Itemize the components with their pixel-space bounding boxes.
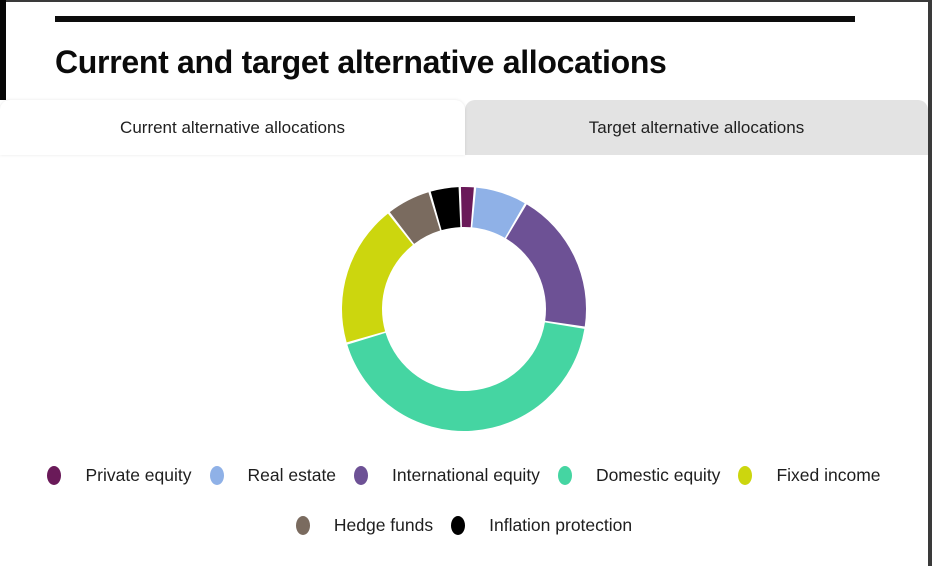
donut-segment-international-equity[interactable] [506,204,587,327]
legend-item-private-equity[interactable]: Private equity [47,464,192,486]
legend-label: Real estate [247,464,337,485]
legend-item-domestic-equity[interactable]: Domestic equity [557,464,721,486]
title-rule [55,16,855,22]
legend-marker-inflation-protection [451,515,466,535]
legend-marker-private-equity [47,465,62,485]
legend-marker-fixed-income [738,465,753,485]
legend-row: Hedge funds Inflation protection [295,514,632,536]
legend-marker-international-equity [354,465,369,485]
legend-item-fixed-income[interactable]: Fixed income [738,464,881,486]
legend-item-international-equity[interactable]: International equity [354,465,540,486]
legend-label: Inflation protection [489,514,633,535]
donut-segment-inflation-protection[interactable] [430,187,461,231]
page-title: Current and target alternative allocatio… [55,44,667,80]
donut-segment-hedge-funds[interactable] [389,192,441,244]
tab-current-alternative-allocations[interactable]: Current alternative allocations [0,100,465,155]
donut-chart [342,187,587,432]
donut-chart-area [0,155,928,463]
legend-label: Private equity [85,464,192,485]
donut-segment-private-equity[interactable] [460,187,474,228]
legend-label: Hedge funds [333,514,434,535]
tab-target-alternative-allocations[interactable]: Target alternative allocations [465,100,928,155]
legend-label: Domestic equity [595,464,721,485]
legend-row: Private equity Real estate International e… [47,464,881,486]
legend-marker-domestic-equity [557,465,572,485]
tab-bar: Current alternative allocations Target a… [0,100,928,155]
legend-label: Fixed income [776,464,881,485]
legend-item-hedge-funds[interactable]: Hedge funds [295,514,434,536]
donut-segment-domestic-equity[interactable] [347,322,585,432]
legend-label: International equity [392,464,540,485]
legend-item-inflation-protection[interactable]: Inflation protection [451,515,632,536]
left-accent-bar [0,0,6,100]
donut-segment-real-estate[interactable] [472,187,525,238]
legend-marker-real-estate [209,465,224,485]
donut-segment-fixed-income[interactable] [342,213,413,343]
chart-legend: Private equity Real estate International e… [0,464,928,536]
legend-marker-hedge-funds [295,515,310,535]
legend-item-real-estate[interactable]: Real estate [209,464,337,486]
